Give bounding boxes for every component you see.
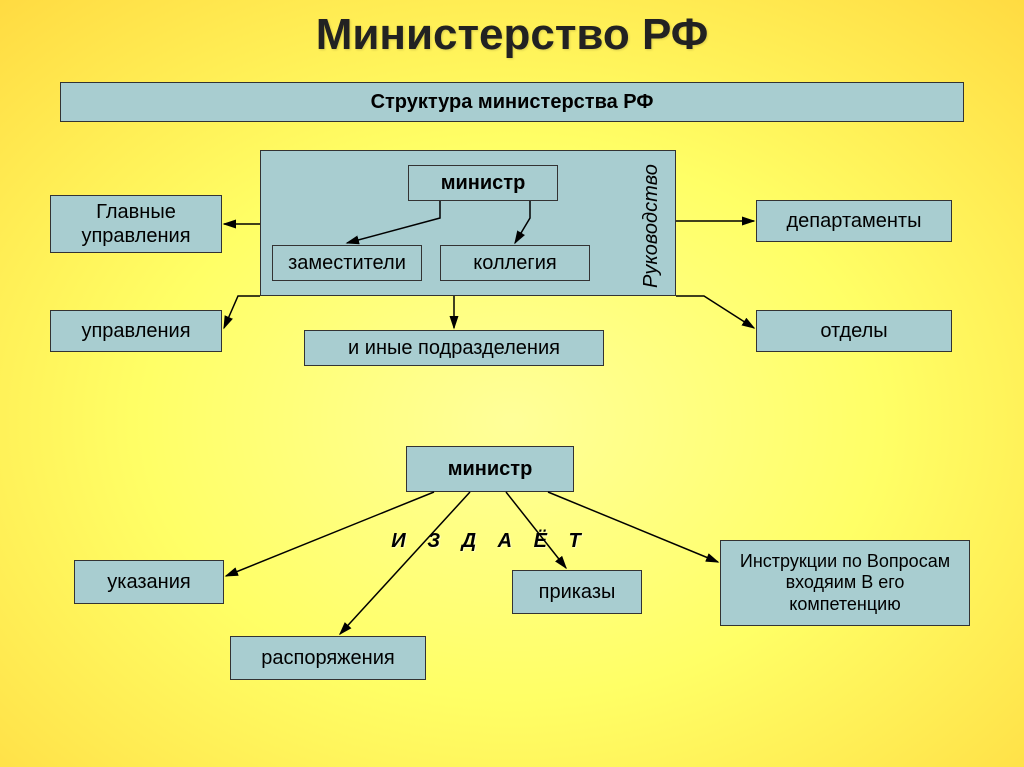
label-issues: И З Д А Ё Т (330, 530, 650, 558)
node-collegium: коллегия (440, 245, 590, 281)
node-instructions: Инструкции по Вопросам входяим В его ком… (720, 540, 970, 626)
node-minister: министр (408, 165, 558, 201)
label: коллегия (473, 251, 556, 275)
label: указания (107, 570, 190, 594)
node-ukazaniya: указания (74, 560, 224, 604)
label: распоряжения (261, 646, 394, 670)
label: И З Д А Ё Т (391, 530, 588, 552)
label: и иные подразделения (348, 336, 560, 360)
node-deputies: заместители (272, 245, 422, 281)
page-title: Министерство РФ (0, 10, 1024, 60)
node-other-subdivisions: и иные подразделения (304, 330, 604, 366)
node-main-departments: Главные управления (50, 195, 222, 253)
label: приказы (539, 580, 616, 604)
label: отделы (820, 319, 887, 343)
label: Главные управления (59, 200, 213, 248)
label: заместители (288, 251, 406, 275)
label: Инструкции по Вопросам входяим В его ком… (729, 551, 961, 616)
node-upravleniya: управления (50, 310, 222, 352)
label: департаменты (787, 209, 922, 233)
node-structure-header: Структура министерства РФ (60, 82, 964, 122)
node-otdely: отделы (756, 310, 952, 352)
label: министр (441, 171, 526, 195)
label: управления (81, 319, 190, 343)
node-departments: департаменты (756, 200, 952, 242)
node-leadership-vertical: Руководство (640, 158, 664, 288)
node-prikazy: приказы (512, 570, 642, 614)
node-rasporyazh: распоряжения (230, 636, 426, 680)
label: Структура министерства РФ (371, 90, 654, 114)
label: министр (448, 457, 533, 481)
node-minister-2: министр (406, 446, 574, 492)
label: Руководство (640, 164, 662, 288)
